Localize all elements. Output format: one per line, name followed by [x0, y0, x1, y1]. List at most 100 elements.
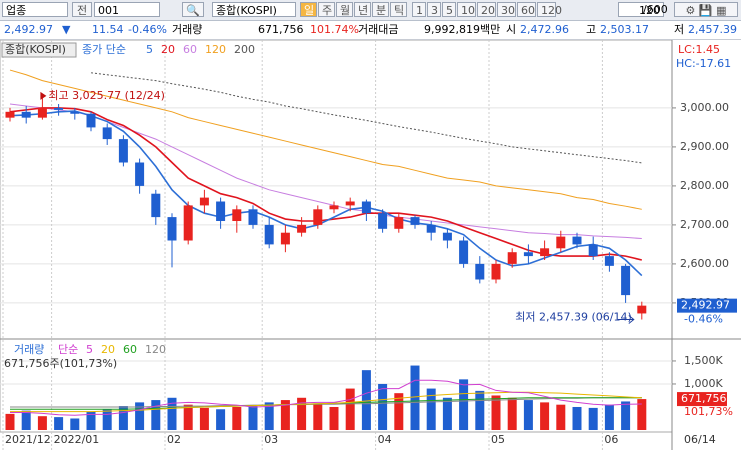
legend-entry: 20 — [161, 43, 175, 56]
x-tick-label: 2022/01 — [54, 433, 100, 446]
period-button[interactable]: 분 — [372, 2, 389, 17]
volume-bar — [313, 404, 323, 430]
volume-bar — [491, 395, 501, 430]
vol-sub: 671,756주(101,73%) — [4, 357, 117, 370]
candle-body — [572, 236, 582, 245]
candle-body — [313, 209, 323, 225]
lc: LC:1.45 — [678, 43, 720, 56]
candle-body — [507, 252, 517, 264]
volume-bar — [264, 402, 274, 430]
volume-bar — [135, 402, 145, 430]
candle-body — [410, 217, 420, 225]
period-button[interactable]: 5 — [442, 2, 456, 17]
volume-bar — [37, 416, 47, 430]
candle-body — [37, 107, 47, 118]
ma-line — [9, 107, 642, 261]
period-button[interactable]: 120 — [537, 2, 562, 17]
volume-bar — [442, 397, 452, 430]
candle-body — [604, 256, 614, 266]
candle-body — [118, 139, 128, 163]
high: 2,503.17 — [600, 23, 649, 36]
period-button[interactable]: 20 — [477, 2, 496, 17]
date-label: 06/14 — [684, 433, 716, 446]
ma-line — [9, 103, 642, 240]
x-tick-label: 06 — [604, 433, 618, 446]
candle-body — [151, 193, 161, 218]
volume-bar — [21, 410, 31, 430]
period-button[interactable]: 월 — [336, 2, 353, 17]
vol-legend-title: 거래량 — [14, 343, 44, 356]
ma-line — [90, 72, 642, 164]
volume-bar — [199, 407, 209, 430]
candle-body — [216, 201, 226, 222]
legend-ma: 종가 단순 — [82, 43, 126, 56]
y-tick-label: 1,500K — [684, 354, 723, 367]
x-tick-label: 2021/12 — [5, 433, 51, 446]
candle-body — [540, 248, 550, 257]
volume-label: 거래량 — [172, 23, 203, 36]
candle-body — [442, 232, 452, 241]
candle-body — [135, 162, 145, 186]
legend-entry: 60 — [183, 43, 197, 56]
volume-bar — [70, 418, 80, 430]
volume-bar — [621, 401, 631, 430]
candle-body — [588, 244, 598, 257]
volume-bar — [102, 409, 112, 430]
candle-body — [264, 224, 274, 245]
period-button[interactable]: 30 — [497, 2, 516, 17]
y-tick-label: 2,900.00 — [680, 140, 729, 153]
candle-body — [475, 263, 485, 280]
period-button[interactable]: 주 — [318, 2, 335, 17]
legend-bg — [1, 42, 77, 58]
candle-body — [167, 217, 177, 241]
period-button[interactable]: 60 — [517, 2, 536, 17]
tool-icons[interactable]: ⚙ 💾 ▦ — [674, 2, 738, 17]
candle-body — [280, 232, 290, 245]
candle-body — [183, 205, 193, 241]
high-arrow — [40, 91, 47, 100]
y-tick-label: 2,800.00 — [680, 179, 729, 192]
candle-body — [491, 263, 501, 280]
period-button[interactable]: 일 — [300, 2, 317, 17]
volume-bar — [216, 409, 226, 430]
prefix[interactable]: 전 — [72, 2, 92, 17]
volume-bar — [556, 404, 566, 430]
code-input[interactable]: 001 — [94, 2, 160, 17]
market-select[interactable]: 업종 — [2, 2, 68, 17]
search-button[interactable]: 🔍 — [182, 2, 204, 17]
volume-bar — [637, 399, 647, 430]
volume-bar — [523, 400, 533, 430]
count-input[interactable]: 120 — [618, 2, 664, 17]
candle-body — [361, 201, 371, 214]
period-button[interactable]: 년 — [354, 2, 371, 17]
volume-bar — [378, 383, 388, 430]
ma-line — [10, 379, 642, 416]
last-price: 2,492.97 — [681, 299, 730, 312]
volume-bar — [604, 404, 614, 430]
last-volume-box — [677, 392, 727, 407]
low-note: 최저 2,457.39 (06/14) — [515, 311, 632, 324]
volume-bar — [394, 393, 404, 430]
volume-bar — [345, 388, 355, 430]
period-button[interactable]: 틱 — [390, 2, 407, 17]
x-tick-label: 02 — [167, 433, 181, 446]
amount: 9,992,819백만 — [424, 23, 501, 36]
count-total: /600 — [643, 3, 668, 16]
ma-line — [9, 69, 642, 210]
chart: 2,500.002,600.002,700.002,800.002,900.00… — [0, 40, 741, 450]
last-price-box — [677, 298, 737, 313]
period-button[interactable]: 3 — [427, 2, 441, 17]
volume-bar — [183, 404, 193, 430]
low: 2,457.39 — [688, 23, 737, 36]
candle-body — [345, 201, 355, 206]
x-tick-label: 05 — [491, 433, 505, 446]
period-button[interactable]: 10 — [457, 2, 476, 17]
volume-pct: 101.74% — [310, 23, 359, 36]
volume: 671,756 — [258, 23, 304, 36]
y-tick-label: 1,000K — [684, 377, 723, 390]
candle-body — [232, 209, 242, 222]
candle-body — [248, 209, 258, 225]
period-button[interactable]: 1 — [412, 2, 426, 17]
